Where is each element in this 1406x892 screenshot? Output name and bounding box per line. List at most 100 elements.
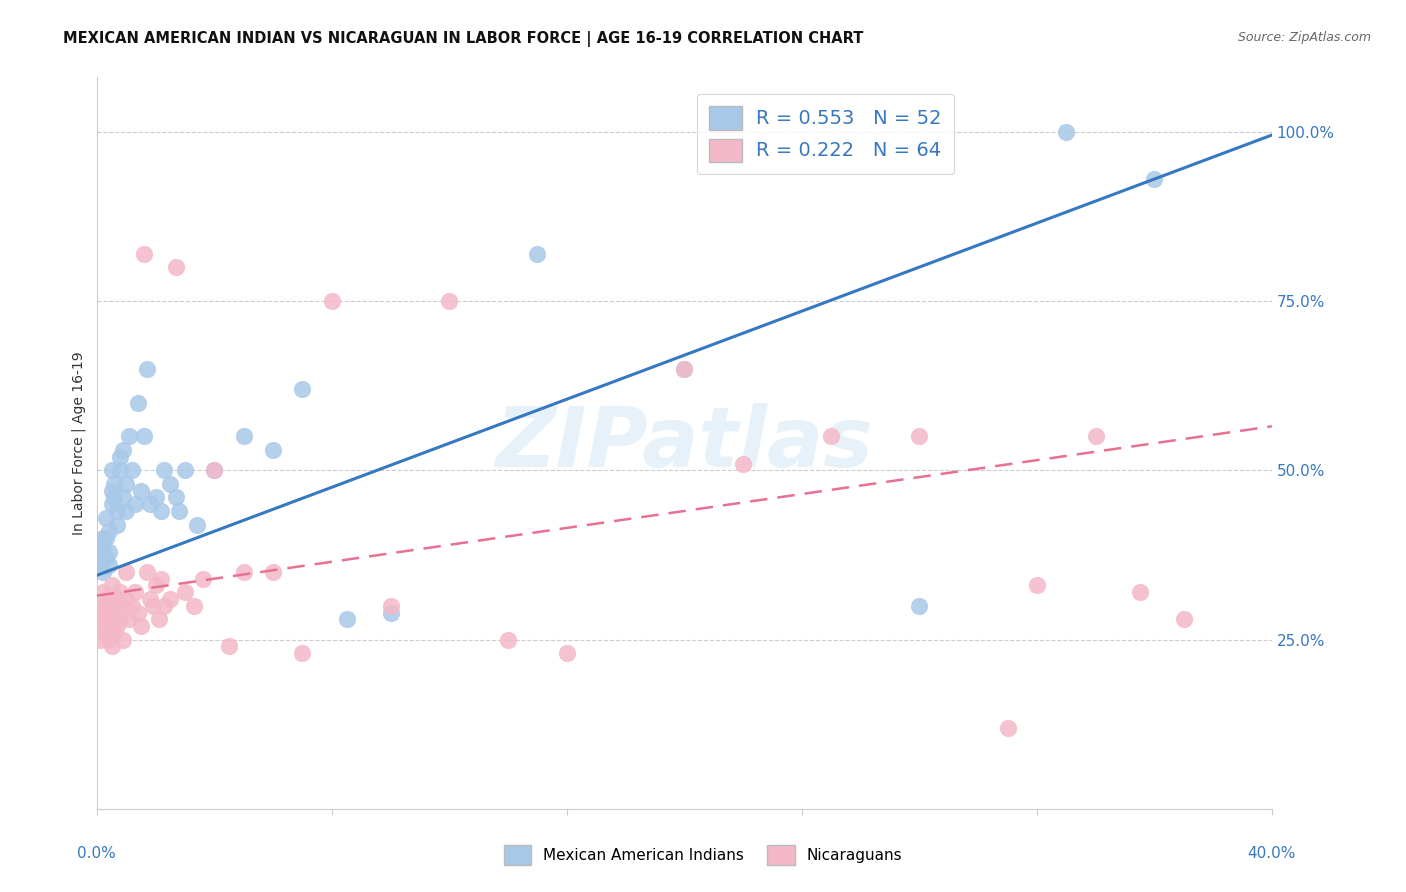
Point: [127, 395, 149, 409]
Legend: Mexican American Indians, Nicaraguans: Mexican American Indians, Nicaraguans: [498, 839, 908, 871]
Point: [148, 612, 170, 626]
Point: [91, 619, 114, 633]
Point: [380, 606, 402, 620]
Point: [107, 592, 129, 607]
Point: [232, 429, 254, 443]
Point: [110, 612, 132, 626]
Point: [97, 558, 120, 573]
Point: [121, 599, 143, 613]
Point: [89, 632, 111, 647]
Point: [124, 585, 146, 599]
Point: [89, 599, 111, 613]
Point: [100, 640, 122, 654]
Point: [103, 476, 125, 491]
Point: [321, 293, 343, 308]
Point: [118, 612, 141, 626]
Point: [159, 476, 181, 491]
Point: [997, 721, 1019, 735]
Point: [115, 476, 138, 491]
Point: [97, 632, 120, 647]
Point: [159, 592, 181, 607]
Point: [94, 599, 117, 613]
Point: [100, 497, 122, 511]
Point: [135, 565, 157, 579]
Point: [165, 260, 187, 274]
Point: [218, 640, 240, 654]
Point: [908, 429, 931, 443]
Point: [112, 442, 135, 457]
Point: [103, 612, 125, 626]
Point: [97, 592, 120, 607]
Point: [183, 599, 205, 613]
Point: [1143, 172, 1166, 186]
Point: [89, 558, 111, 573]
Point: [526, 246, 548, 260]
Point: [380, 599, 402, 613]
Point: [91, 531, 114, 545]
Point: [91, 585, 114, 599]
Point: [145, 491, 167, 505]
Text: 0.0%: 0.0%: [77, 847, 117, 861]
Point: [107, 504, 129, 518]
Point: [496, 632, 519, 647]
Point: [186, 517, 208, 532]
Point: [94, 531, 117, 545]
Point: [174, 585, 197, 599]
Point: [112, 632, 135, 647]
Point: [232, 565, 254, 579]
Point: [673, 361, 696, 376]
Point: [127, 606, 149, 620]
Point: [132, 429, 155, 443]
Point: [145, 578, 167, 592]
Point: [820, 429, 842, 443]
Point: [262, 565, 284, 579]
Point: [174, 463, 197, 477]
Point: [138, 497, 160, 511]
Point: [129, 483, 152, 498]
Point: [291, 382, 314, 396]
Point: [110, 450, 132, 464]
Point: [107, 517, 129, 532]
Point: [91, 606, 114, 620]
Point: [135, 361, 157, 376]
Point: [142, 599, 165, 613]
Point: [165, 491, 187, 505]
Text: MEXICAN AMERICAN INDIAN VS NICARAGUAN IN LABOR FORCE | AGE 16-19 CORRELATION CHA: MEXICAN AMERICAN INDIAN VS NICARAGUAN IN…: [63, 31, 863, 47]
Point: [107, 619, 129, 633]
Point: [439, 293, 461, 308]
Point: [262, 442, 284, 457]
Point: [150, 504, 173, 518]
Point: [100, 606, 122, 620]
Point: [110, 463, 132, 477]
Point: [91, 565, 114, 579]
Point: [733, 457, 755, 471]
Point: [1129, 585, 1152, 599]
Point: [89, 544, 111, 558]
Point: [129, 619, 152, 633]
Point: [97, 619, 120, 633]
Point: [124, 497, 146, 511]
Point: [115, 504, 138, 518]
Point: [673, 361, 696, 376]
Point: [112, 599, 135, 613]
Point: [115, 565, 138, 579]
Point: [94, 612, 117, 626]
Point: [1173, 612, 1195, 626]
Point: [1054, 125, 1077, 139]
Point: [103, 626, 125, 640]
Point: [103, 599, 125, 613]
Point: [132, 246, 155, 260]
Point: [94, 551, 117, 566]
Point: [89, 612, 111, 626]
Point: [94, 626, 117, 640]
Point: [202, 463, 225, 477]
Point: [291, 646, 314, 660]
Point: [94, 510, 117, 524]
Point: [89, 551, 111, 566]
Point: [1025, 578, 1047, 592]
Point: [167, 504, 190, 518]
Point: [191, 572, 214, 586]
Point: [112, 491, 135, 505]
Point: [153, 463, 176, 477]
Y-axis label: In Labor Force | Age 16-19: In Labor Force | Age 16-19: [72, 351, 86, 535]
